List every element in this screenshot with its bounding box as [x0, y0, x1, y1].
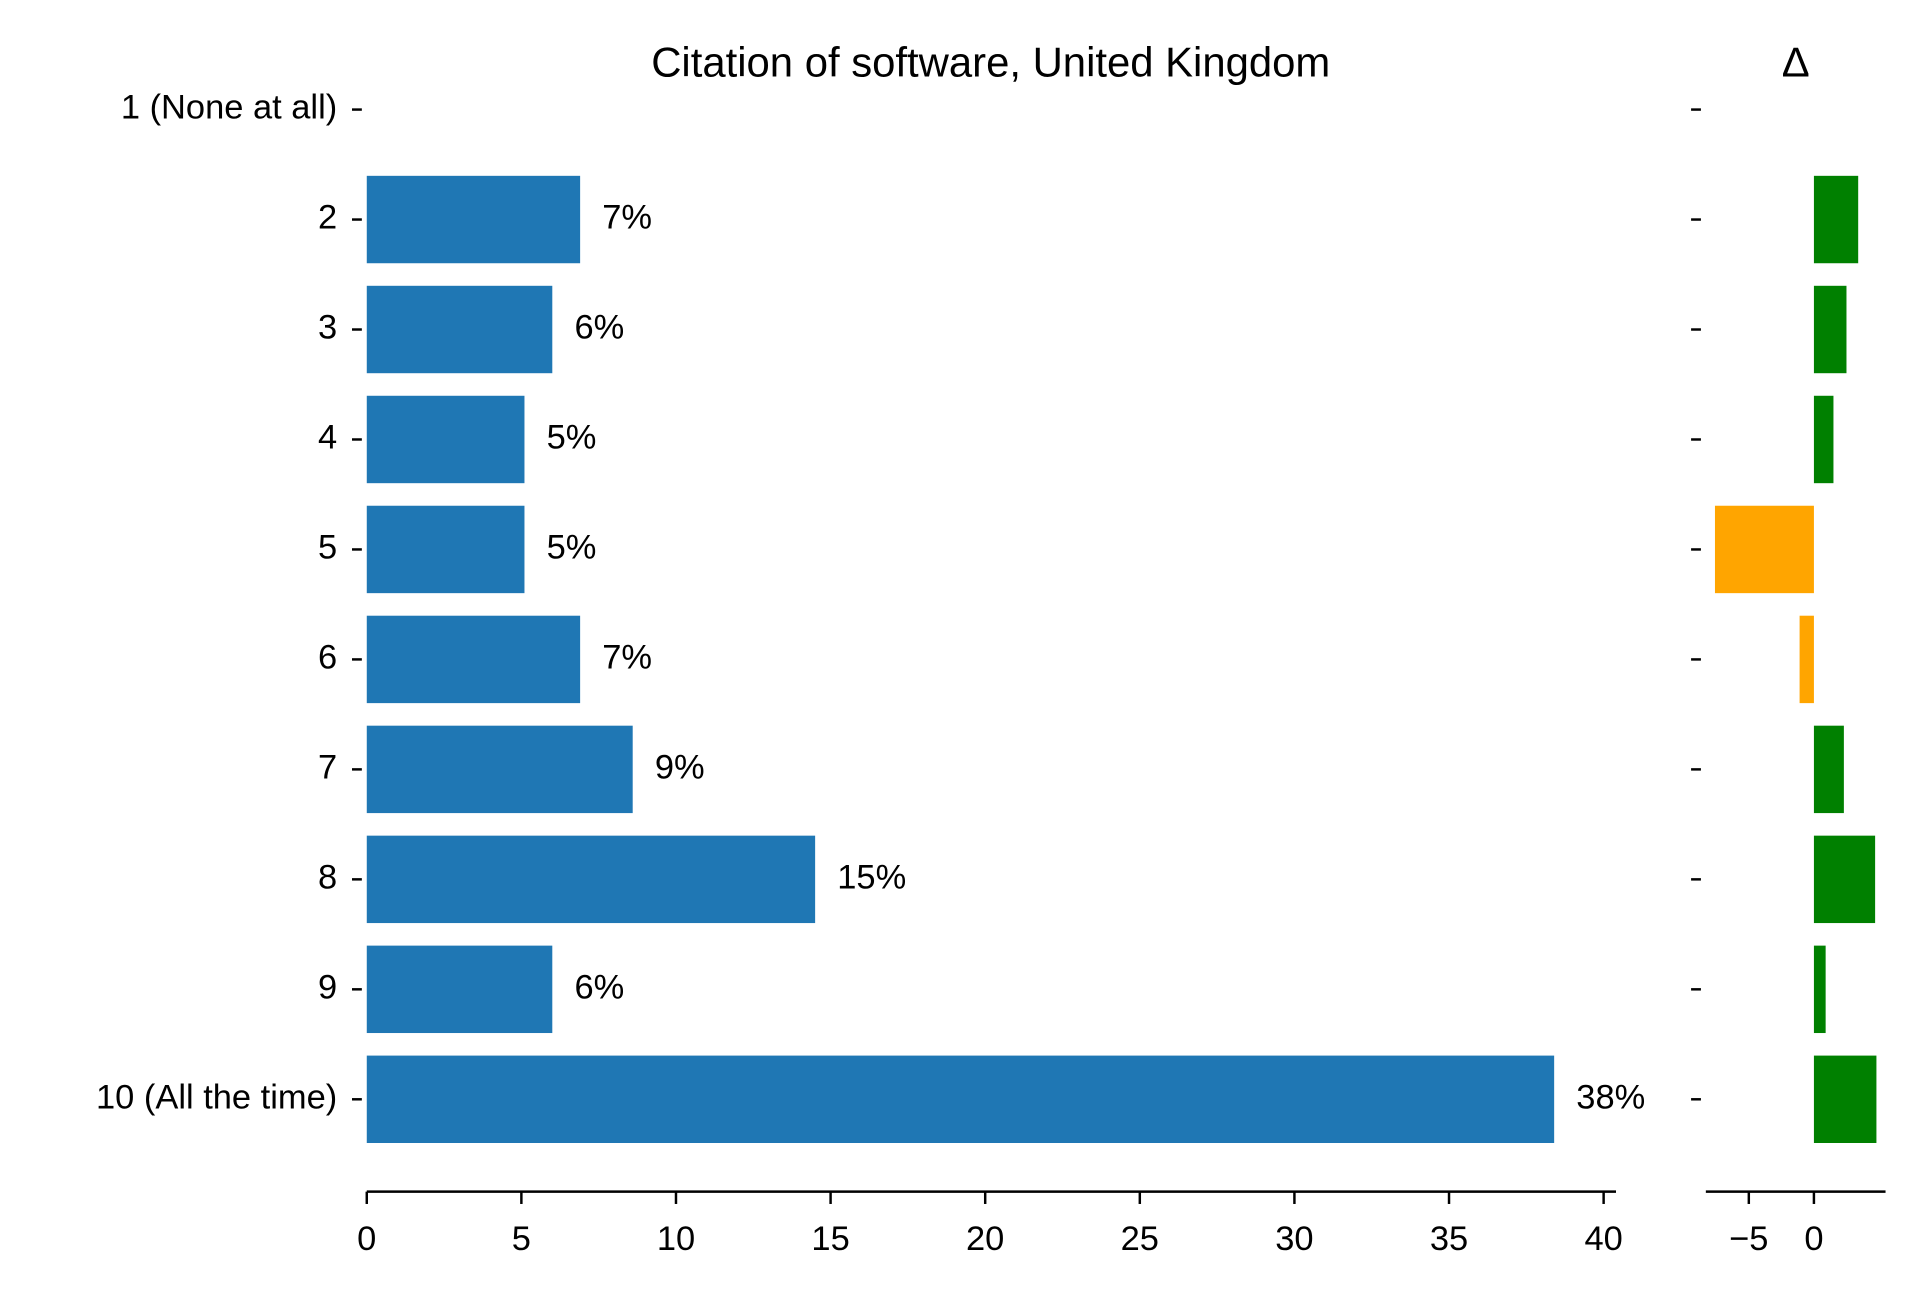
bar	[366, 395, 525, 484]
x-tick-label: 25	[1121, 1220, 1159, 1258]
x-tick-label: 0	[1804, 1220, 1823, 1258]
bar	[366, 285, 553, 374]
bar	[366, 175, 581, 264]
y-tick-label: 5	[318, 529, 337, 567]
value-label: 6%	[574, 309, 624, 347]
bar	[1813, 1055, 1877, 1144]
x-tick-label: 35	[1430, 1220, 1468, 1258]
bar	[366, 1055, 1555, 1144]
value-label: 9%	[655, 748, 705, 786]
bar	[366, 505, 525, 594]
bar	[366, 725, 633, 814]
y-tick-label: 2	[318, 199, 337, 237]
x-tick-label: 0	[357, 1220, 376, 1258]
x-tick-label: −5	[1729, 1220, 1768, 1258]
x-tick-label: 5	[512, 1220, 531, 1258]
bar	[1799, 615, 1814, 704]
x-tick-label: 20	[966, 1220, 1004, 1258]
bar	[1813, 285, 1847, 374]
y-tick-label: 8	[318, 858, 337, 896]
y-tick-label: 10 (All the time)	[96, 1078, 337, 1116]
value-label: 6%	[574, 968, 624, 1006]
bar	[366, 835, 816, 924]
x-tick-label: 40	[1584, 1220, 1622, 1258]
value-label: 38%	[1576, 1078, 1645, 1116]
bar	[1813, 835, 1876, 924]
chart-title: Citation of software, United Kingdom	[651, 38, 1330, 85]
delta-title: Δ	[1782, 38, 1810, 85]
bar	[1813, 725, 1844, 814]
y-tick-label: 6	[318, 639, 337, 677]
y-tick-label: 3	[318, 309, 337, 347]
y-tick-label: 1 (None at all)	[121, 89, 337, 127]
bar	[366, 615, 581, 704]
value-label: 5%	[547, 529, 597, 567]
bar	[1714, 505, 1814, 594]
bar	[1813, 395, 1834, 484]
value-label: 7%	[602, 199, 652, 237]
value-label: 5%	[547, 419, 597, 457]
value-label: 15%	[837, 858, 906, 896]
bar	[1813, 175, 1859, 264]
x-tick-label: 30	[1275, 1220, 1313, 1258]
y-tick-label: 7	[318, 748, 337, 786]
bar	[366, 945, 553, 1034]
y-tick-label: 9	[318, 968, 337, 1006]
y-tick-label: 4	[318, 419, 337, 457]
value-label: 7%	[602, 639, 652, 677]
x-tick-label: 15	[811, 1220, 849, 1258]
bar	[1813, 945, 1826, 1034]
x-tick-label: 10	[657, 1220, 695, 1258]
